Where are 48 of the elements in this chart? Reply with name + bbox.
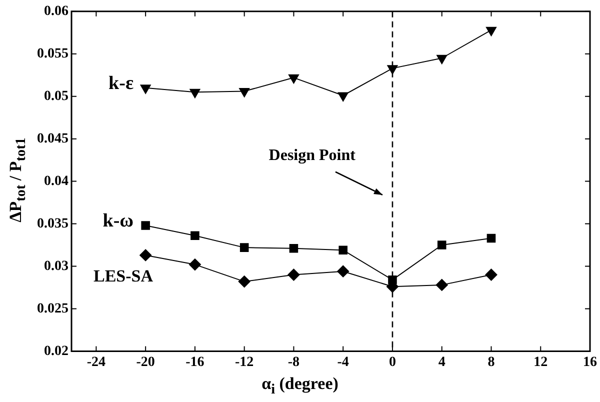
y-tick-label: 0.03: [44, 258, 68, 274]
point: [337, 265, 350, 278]
point: [140, 84, 151, 94]
y-tick-label: 0.055: [37, 46, 68, 62]
series-label: LES-SA: [94, 266, 154, 286]
point: [338, 246, 348, 254]
x-axis-title: α$_{i}$ (degree): [262, 374, 338, 398]
series-label: k-ω: [102, 210, 134, 232]
annotation: Design Point: [268, 147, 356, 164]
point: [387, 65, 398, 74]
point: [388, 275, 397, 284]
point: [289, 244, 298, 253]
y-tick-label: 0.06: [44, 4, 68, 20]
x-tick-label: 8: [488, 355, 495, 370]
point: [238, 276, 250, 288]
point: [486, 234, 496, 243]
x-tick-label: 4: [438, 355, 446, 370]
x-tick-label: -12: [234, 355, 254, 370]
x-tick-label: -4: [337, 355, 349, 370]
x-tick-label: -24: [86, 355, 106, 370]
point: [485, 268, 498, 281]
series-label: k-ε: [108, 72, 134, 94]
x-tick-label: -20: [136, 355, 155, 370]
x-tick-label: -8: [288, 355, 300, 370]
point: [140, 249, 152, 262]
point: [190, 231, 200, 240]
point: [436, 278, 448, 291]
point: [141, 221, 150, 230]
point: [436, 54, 448, 64]
x-tick-label: 16: [583, 355, 597, 370]
x-tick-label: -16: [186, 355, 204, 370]
x-tick-label: 0: [388, 355, 396, 370]
point: [190, 88, 200, 98]
point: [288, 268, 300, 281]
y-tick-label: 0.035: [37, 216, 68, 232]
point: [486, 26, 496, 36]
y-tick-label: 0.045: [37, 131, 68, 146]
point: [288, 74, 299, 84]
point: [240, 243, 249, 252]
y-tick-label: 0.02: [44, 344, 68, 359]
point: [188, 258, 201, 271]
point: [239, 88, 250, 98]
point: [437, 240, 446, 250]
y-tick-label: 0.025: [37, 301, 68, 316]
x-tick-label: 12: [534, 355, 548, 370]
y-tick-label: 0.05: [44, 88, 68, 104]
point: [338, 92, 348, 102]
y-tick-label: 0.04: [44, 174, 68, 189]
